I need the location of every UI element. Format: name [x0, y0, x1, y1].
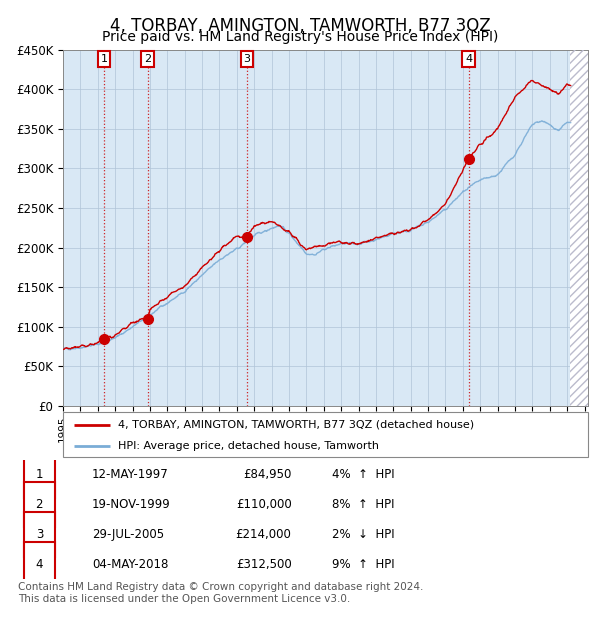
Text: 4: 4: [465, 54, 472, 64]
Text: 4, TORBAY, AMINGTON, TAMWORTH, B77 3QZ (detached house): 4, TORBAY, AMINGTON, TAMWORTH, B77 3QZ (…: [118, 420, 474, 430]
Bar: [24, 512, 55, 557]
Text: 9%  ↑  HPI: 9% ↑ HPI: [331, 558, 394, 570]
Text: HPI: Average price, detached house, Tamworth: HPI: Average price, detached house, Tamw…: [118, 441, 379, 451]
Text: Price paid vs. HM Land Registry's House Price Index (HPI): Price paid vs. HM Land Registry's House …: [102, 30, 498, 44]
Text: 4, TORBAY, AMINGTON, TAMWORTH, B77 3QZ: 4, TORBAY, AMINGTON, TAMWORTH, B77 3QZ: [110, 17, 490, 35]
Text: 19-NOV-1999: 19-NOV-1999: [92, 498, 171, 511]
Text: 1: 1: [35, 469, 43, 481]
Bar: [570, 50, 588, 406]
Text: Contains HM Land Registry data © Crown copyright and database right 2024.
This d: Contains HM Land Registry data © Crown c…: [18, 582, 424, 604]
Text: 29-JUL-2005: 29-JUL-2005: [92, 528, 164, 541]
Text: 04-MAY-2018: 04-MAY-2018: [92, 558, 169, 570]
Bar: [24, 453, 55, 497]
Text: £110,000: £110,000: [236, 498, 292, 511]
Text: £214,000: £214,000: [236, 528, 292, 541]
Bar: [24, 482, 55, 527]
Text: 8%  ↑  HPI: 8% ↑ HPI: [331, 498, 394, 511]
Text: 4: 4: [35, 558, 43, 570]
Text: 2: 2: [144, 54, 151, 64]
Text: 2: 2: [35, 498, 43, 511]
Text: 3: 3: [35, 528, 43, 541]
Bar: [24, 542, 55, 587]
Text: 4%  ↑  HPI: 4% ↑ HPI: [331, 469, 394, 481]
Text: £312,500: £312,500: [236, 558, 292, 570]
Text: 1: 1: [101, 54, 107, 64]
Text: £84,950: £84,950: [243, 469, 292, 481]
Text: 3: 3: [244, 54, 250, 64]
Text: 2%  ↓  HPI: 2% ↓ HPI: [331, 528, 394, 541]
Bar: [570, 50, 588, 406]
Text: 12-MAY-1997: 12-MAY-1997: [92, 469, 169, 481]
